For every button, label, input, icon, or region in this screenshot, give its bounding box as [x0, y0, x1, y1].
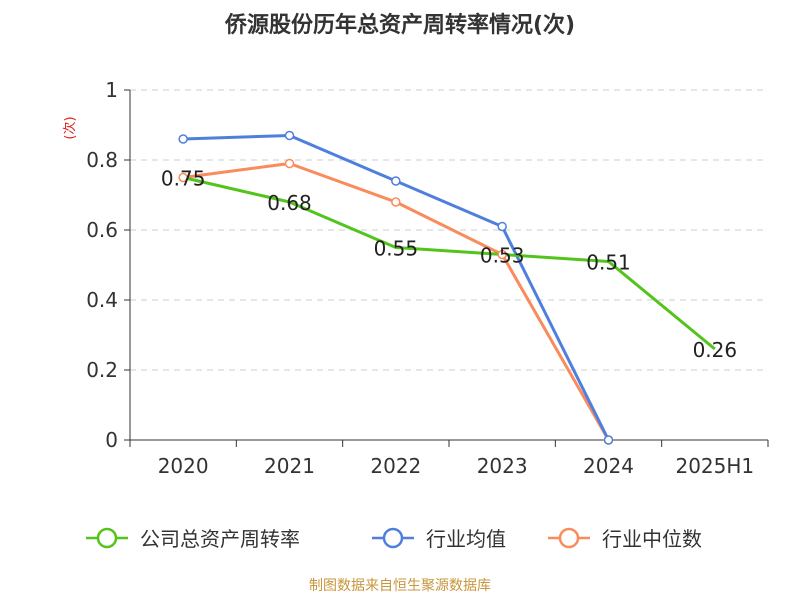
- legend-swatch-marker: [96, 527, 118, 549]
- source-text: 制图数据来自恒生聚源数据库: [309, 578, 491, 594]
- data-label: 0.75: [161, 167, 206, 191]
- data-label: 0.51: [586, 251, 631, 275]
- x-tick-label: 2025H1: [675, 454, 754, 478]
- legend-label: 行业均值: [426, 527, 506, 551]
- x-tick-label: 2022: [370, 454, 421, 478]
- data-point-series-1: [391, 176, 401, 186]
- x-tick-label: 2021: [264, 454, 315, 478]
- data-point-series-1: [603, 435, 614, 445]
- series-line-0: [182, 176, 716, 351]
- data-label: 0.68: [267, 191, 312, 215]
- grid-lines: [130, 89, 768, 371]
- data-label: 0.55: [374, 237, 419, 261]
- x-tick-label: 2023: [477, 454, 528, 478]
- data-labels: 0.75 0.68 0.55 0.53 0.51 0.26: [161, 167, 737, 363]
- y-tick-label: 1: [105, 78, 118, 102]
- series-lines: [182, 134, 716, 441]
- data-point-series-1: [178, 134, 188, 144]
- y-tick-label: 0.8: [86, 148, 118, 172]
- y-tick-label: 0.4: [86, 288, 118, 312]
- chart-title: 侨源股份历年总资产周转率情况(次): [224, 12, 575, 38]
- y-tick-label: 0: [105, 428, 118, 452]
- x-tick-label: 2024: [583, 454, 634, 478]
- data-point-series-2: [391, 197, 401, 207]
- y-tick-label: 0.2: [86, 358, 118, 382]
- legend-swatch-marker: [558, 527, 580, 549]
- data-point-series-1: [497, 221, 507, 232]
- data-label: 0.53: [480, 244, 525, 268]
- data-point-series-1: [284, 130, 295, 141]
- data-label: 0.26: [693, 338, 738, 362]
- y-tick-label: 0.6: [86, 218, 118, 242]
- y-axis-label: (次): [62, 116, 78, 139]
- series-markers: [178, 130, 614, 445]
- data-point-series-2: [497, 249, 507, 260]
- legend-swatch-marker: [382, 527, 404, 549]
- data-point-series-2: [284, 158, 295, 169]
- legend-label: 公司总资产周转率: [140, 527, 300, 551]
- legend: 公司总资产周转率 行业均值 行业中位数: [86, 527, 702, 551]
- axes: 0 0.2 0.4 0.6 0.8 1 2020 2021 2022 2023 2024 2025H1: [86, 78, 769, 478]
- x-tick-label: 2020: [158, 454, 209, 478]
- legend-label: 行业中位数: [602, 527, 702, 551]
- data-point-series-2: [178, 172, 188, 183]
